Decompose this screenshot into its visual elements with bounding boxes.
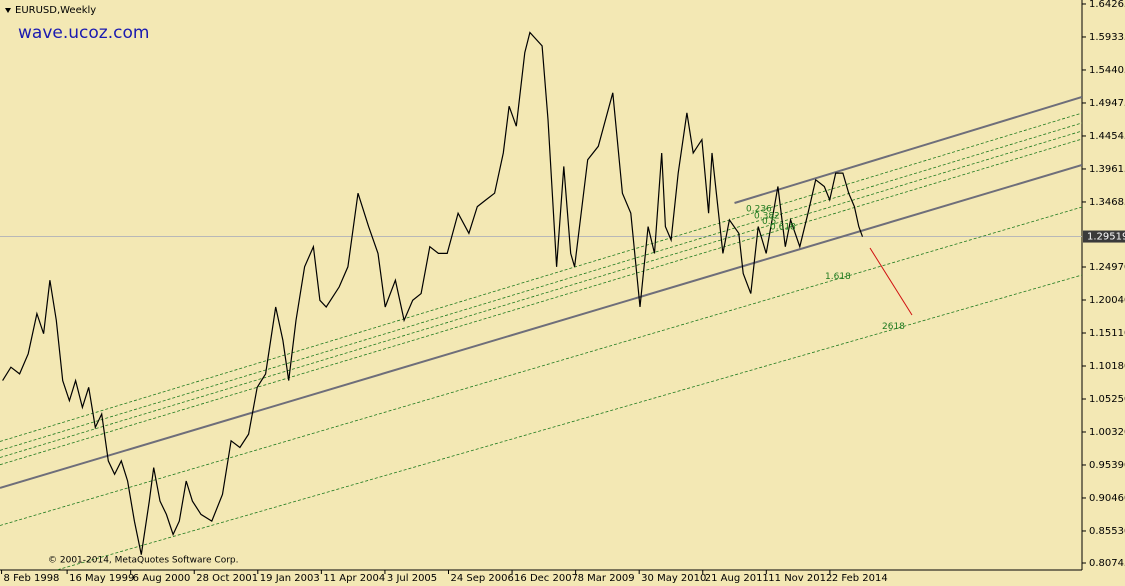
y-tick-label: 0.80745 <box>1089 558 1125 569</box>
fib-label: 0.618 <box>770 222 796 232</box>
y-tick-label: 1.00320 <box>1089 427 1125 438</box>
x-tick-label: 3 Jul 2005 <box>387 573 437 584</box>
x-tick-label: 16 Dec 2007 <box>514 573 578 584</box>
y-tick-label: 0.95390 <box>1089 460 1125 471</box>
y-tick-label: 1.20040 <box>1089 295 1125 306</box>
channel-line <box>734 96 1082 204</box>
channel-line <box>0 164 1082 489</box>
y-tick-label: 1.64265 <box>1089 0 1125 10</box>
x-tick-label: 11 Apr 2004 <box>323 573 385 584</box>
x-tick-label: 11 Nov 2012 <box>768 573 832 584</box>
fib-label: 0.382 <box>754 212 780 222</box>
fib-label: 2618 <box>882 322 905 332</box>
y-tick-label: 1.05250 <box>1089 394 1125 405</box>
fib-line <box>0 138 1082 466</box>
fib-line <box>0 206 1082 526</box>
watermark: wave.ucoz.com <box>18 23 149 43</box>
fib-line <box>0 112 1082 442</box>
fib-label: 1.618 <box>825 272 851 282</box>
x-tick-label: 24 Sep 2006 <box>450 573 513 584</box>
y-tick-label: 1.59335 <box>1089 32 1125 43</box>
fib-label: 0.5 <box>762 217 776 227</box>
x-tick-label: 8 Feb 1998 <box>4 573 60 584</box>
price-line <box>2 31 864 555</box>
x-tick-label: 16 May 1999 <box>69 573 134 584</box>
last-price-label: 1.29519 <box>1087 232 1125 243</box>
y-tick-label: 1.34685 <box>1089 197 1125 208</box>
y-tick-label: 1.54405 <box>1089 65 1125 76</box>
fib-label: 0.236 <box>746 205 772 215</box>
y-tick-label: 1.24970 <box>1089 262 1125 273</box>
chart-title: EURUSD,Weekly <box>15 5 96 16</box>
menu-triangle <box>5 8 11 13</box>
x-tick-label: 8 Mar 2009 <box>578 573 635 584</box>
y-tick-label: 1.49475 <box>1089 98 1125 109</box>
x-tick-label: 2 Feb 2014 <box>832 573 888 584</box>
x-tick-label: 21 Aug 2011 <box>705 573 769 584</box>
y-tick-label: 1.10180 <box>1089 361 1125 372</box>
x-tick-label: 30 May 2010 <box>641 573 706 584</box>
last-price-box <box>1083 230 1125 243</box>
y-tick-label: 1.15110 <box>1089 328 1125 339</box>
x-tick-label: 6 Aug 2000 <box>133 573 191 584</box>
plot-area <box>0 31 1082 570</box>
fib-line <box>0 130 1082 458</box>
fib-line <box>0 122 1082 451</box>
copyright: © 2001-2014, MetaQuotes Software Corp. <box>48 556 239 566</box>
x-tick-label: 28 Oct 2001 <box>196 573 258 584</box>
projection-arrow <box>869 247 913 316</box>
fib-line <box>55 274 1082 570</box>
y-tick-label: 1.39615 <box>1089 164 1125 175</box>
x-tick-label: 19 Jan 2003 <box>260 573 320 584</box>
y-tick-label: 1.44545 <box>1089 131 1125 142</box>
